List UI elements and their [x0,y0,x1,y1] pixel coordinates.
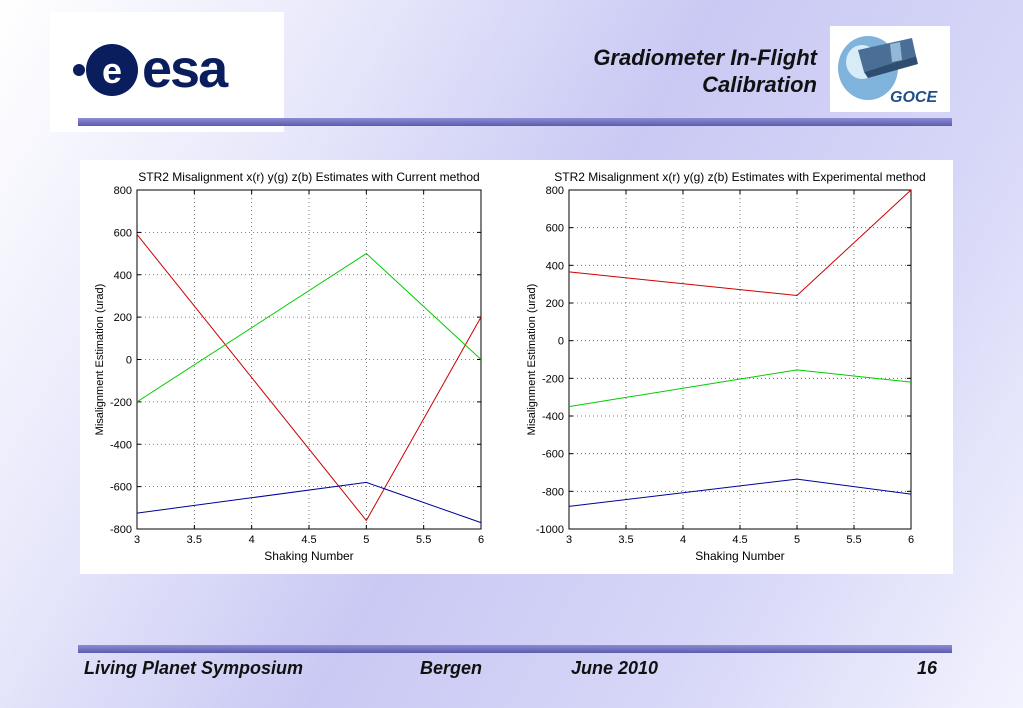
y-tick-label: 600 [114,227,132,239]
y-tick-label: 800 [546,185,564,197]
x-tick-label: 3 [134,534,140,546]
footer-location: Bergen [420,658,483,678]
chart-title: STR2 Misalignment x(r) y(g) z(b) Estimat… [138,170,479,184]
series-line-z [568,478,912,507]
footer-event: Living Planet Symposium [84,658,304,678]
x-tick-label: 4.5 [732,534,747,546]
esa-logo: e esa [50,12,284,132]
footer-divider [78,645,952,653]
esa-logo-graphic: e esa [73,39,231,99]
x-tick-label: 3 [566,534,572,546]
series-line-x [136,234,482,522]
y-axis-label: Misalignment Estimation (urad) [526,284,538,436]
y-tick-label: -1000 [536,524,564,536]
y-tick-label: 800 [114,185,132,197]
charts-svg: 3 3.5 4 4.5 5 5.5 6 -800 -600 -400 -200 0 200 400 600 8… [94,170,926,563]
goce-logo-graphic: GOCE [838,36,938,106]
footer-date: June 2010 [571,658,659,678]
slide-title: Gradiometer In-Flight Calibration [457,44,817,98]
chart-panel: 3 3.5 4 4.5 5 5.5 6 -800 -600 -400 -200 0 200 400 600 8… [80,160,953,574]
x-tick-label: 5.5 [416,534,431,546]
footer-page-number: 16 [917,658,938,678]
y-tick-label: -400 [110,439,132,451]
y-tick-label: 400 [114,270,132,282]
x-tick-label: 5 [363,534,369,546]
y-tick-label: -800 [542,486,564,498]
title-line-2: Calibration [702,72,817,97]
x-tick-label: 3.5 [618,534,633,546]
esa-logo-text: esa [142,39,229,99]
y-tick-label: -600 [542,449,564,461]
y-tick-label: -400 [542,411,564,423]
series-line-y [568,369,912,408]
x-tick-label: 6 [908,534,914,546]
x-tick-label: 4 [680,534,686,546]
series-line-z [136,481,482,524]
x-axis-label: Shaking Number [264,549,353,563]
svg-text:e: e [102,50,122,91]
x-tick-label: 6 [478,534,484,546]
y-tick-label: 200 [546,298,564,310]
chart-title: STR2 Misalignment x(r) y(g) z(b) Estimat… [554,170,925,184]
chart-1: 3 3.5 4 4.5 5 5.5 6 -800 -600 -400 -200 0 200 400 600 8… [94,170,484,563]
x-tick-label: 4.5 [301,534,316,546]
y-tick-label: 200 [114,312,132,324]
goce-logo-text: GOCE [890,89,938,106]
title-line-1: Gradiometer In-Flight [593,45,817,70]
x-tick-label: 3.5 [187,534,202,546]
y-tick-label: -200 [542,373,564,385]
y-tick-label: 400 [546,260,564,272]
goce-logo: GOCE [830,26,950,112]
y-tick-label: 600 [546,223,564,235]
x-axis-label: Shaking Number [695,549,784,563]
x-tick-label: 4 [249,534,255,546]
series-line-y [136,252,482,403]
y-tick-label: -600 [110,482,132,494]
y-axis-label: Misalignment Estimation (urad) [94,284,106,436]
header-divider [78,118,952,126]
y-tick-label: 0 [558,336,564,348]
series-line-x [568,189,912,296]
y-tick-label: -200 [110,397,132,409]
x-tick-label: 5 [794,534,800,546]
y-tick-label: 0 [126,355,132,367]
y-tick-label: -800 [110,524,132,536]
chart-2: 3 3.5 4 4.5 5 5.5 6 -1000 -800 -600 -400 -200 0 200 40… [526,170,926,563]
x-tick-label: 5.5 [846,534,861,546]
